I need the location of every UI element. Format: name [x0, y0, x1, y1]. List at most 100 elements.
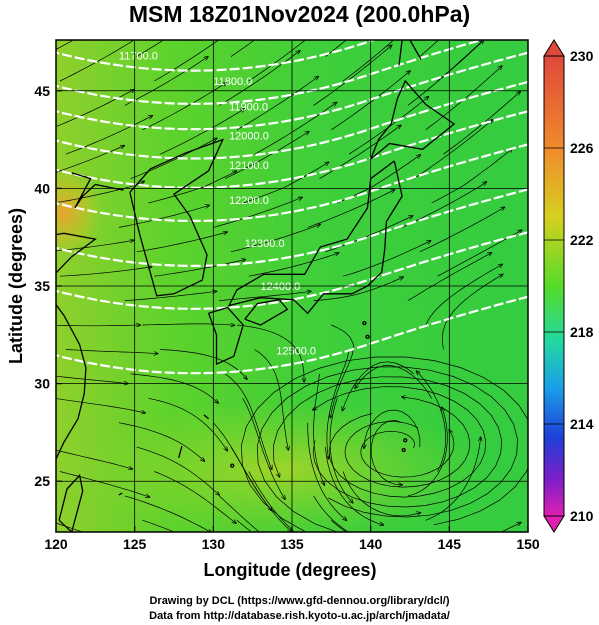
- island: [403, 438, 408, 443]
- plot-title: MSM 18Z01Nov2024 (200.0hPa): [128, 1, 471, 27]
- streamline: [342, 471, 421, 517]
- colorbar: 230 226 222 218 214 210: [543, 39, 594, 533]
- x-tick-label: 135: [280, 536, 304, 552]
- coastline: [207, 306, 244, 366]
- streamline: [437, 40, 484, 82]
- streamline: [441, 274, 503, 350]
- streamline: [308, 23, 320, 33]
- streamline: [154, 471, 236, 524]
- coastline: [129, 138, 225, 297]
- streamline: [56, 40, 74, 50]
- streamline: [364, 409, 421, 448]
- streamline: [56, 449, 132, 469]
- lat-lon-grid: [56, 40, 528, 532]
- streamline: [342, 40, 395, 82]
- cyclone-streamline: [272, 376, 503, 508]
- height-contour: [56, 40, 486, 105]
- streamline: [142, 83, 227, 131]
- streamline: [331, 71, 410, 131]
- x-tick-label: 140: [359, 536, 383, 552]
- colorbar-label: 222: [570, 232, 594, 248]
- contour-label: 12100.0: [229, 160, 269, 172]
- streamline: [330, 324, 354, 418]
- streamline: [56, 240, 134, 252]
- y-axis-label: Latitude (degrees): [6, 208, 26, 364]
- streamline: [407, 407, 448, 497]
- streamline: [56, 90, 134, 128]
- streamline: [425, 264, 503, 326]
- cyclone-streamline: [344, 397, 471, 488]
- streamline: [248, 253, 339, 277]
- streamline: [319, 125, 401, 179]
- contour-label: 11900.0: [229, 101, 268, 113]
- island: [365, 334, 370, 339]
- coastline: [409, 40, 422, 60]
- streamline: [230, 40, 255, 57]
- streamline: [56, 398, 145, 413]
- south-warm-region: [80, 400, 480, 532]
- y-tick-label: 45: [34, 83, 50, 99]
- contour-label: 12400.0: [261, 281, 301, 293]
- streamline: [254, 102, 337, 155]
- streamline: [325, 216, 412, 253]
- streamline: [56, 181, 144, 204]
- streamline: [325, 40, 347, 57]
- streamline: [413, 120, 493, 179]
- streamline: [402, 22, 414, 32]
- credit-data-source: Data from http://database.rish.kyoto-u.a…: [149, 610, 450, 622]
- x-tick-label: 120: [44, 536, 68, 552]
- contour-label: 11800.0: [213, 76, 252, 88]
- colorbar-label: 214: [570, 416, 594, 432]
- streamline: [118, 422, 205, 462]
- streamline: [148, 397, 227, 451]
- coastline: [398, 40, 403, 66]
- streamline: [431, 149, 513, 204]
- streamline: [325, 447, 383, 525]
- y-tick-label: 35: [34, 278, 50, 294]
- x-tick-label: 145: [438, 536, 462, 552]
- streamline: [343, 241, 431, 277]
- coastline: [178, 445, 183, 458]
- coastline: [56, 232, 97, 461]
- streamline: [224, 132, 309, 179]
- streamline: [236, 77, 318, 131]
- streamline: [124, 57, 208, 106]
- streamline: [331, 520, 348, 532]
- height-contour: [56, 40, 378, 72]
- streamline: [213, 23, 225, 32]
- y-axis-ticks: 25 30 35 40 45: [34, 83, 62, 489]
- island: [362, 320, 367, 326]
- streamline: [56, 325, 140, 326]
- cyclone-streamline: [360, 430, 455, 478]
- contour-label: 12200.0: [229, 195, 269, 207]
- streamline: [236, 520, 253, 532]
- coastline: [71, 172, 124, 209]
- streamline: [254, 349, 289, 451]
- streamline: [59, 267, 152, 277]
- streamline: [124, 291, 217, 301]
- streamline: [419, 40, 440, 57]
- coastline: [370, 79, 456, 160]
- colorbar-top-triangle: [543, 39, 565, 57]
- coastline: [227, 160, 403, 315]
- streamline: [136, 232, 228, 253]
- streamline: [213, 197, 302, 228]
- streamline: [142, 519, 176, 532]
- streamline: [355, 365, 432, 399]
- contour-label: 12000.0: [229, 131, 269, 143]
- island: [230, 463, 235, 468]
- streamline: [118, 205, 209, 228]
- streamline: [124, 495, 212, 532]
- contour-label: 11700.0: [119, 51, 158, 63]
- streamline: [154, 40, 220, 82]
- colorbar-label: 230: [570, 48, 594, 64]
- streamline: [313, 373, 325, 485]
- colorbar-label: 218: [570, 324, 594, 340]
- streamline: [242, 398, 285, 499]
- coastline: [244, 298, 289, 326]
- colorbar-label: 226: [570, 140, 594, 156]
- height-contour: [56, 80, 528, 160]
- colorbar-bottom-triangle: [543, 515, 565, 533]
- height-contour: [56, 51, 528, 131]
- x-tick-label: 150: [516, 536, 540, 552]
